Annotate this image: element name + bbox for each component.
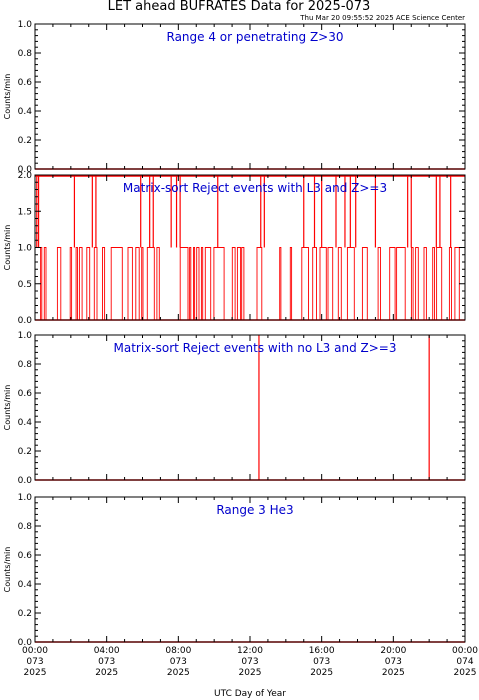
x-tick-doy: 073 — [313, 657, 330, 667]
panel-label: Matrix-sort Reject events with no L3 and… — [114, 341, 397, 355]
x-tick-doy: 073 — [241, 657, 258, 667]
x-tick-time: 12:00 — [237, 646, 263, 656]
panel-label: Range 4 or penetrating Z>30 — [167, 30, 344, 44]
x-tick-time: 08:00 — [165, 646, 191, 656]
y-tick-label: 0.0 — [18, 638, 33, 648]
panel-label: Range 3 He3 — [216, 503, 293, 517]
count-series-line — [34, 247, 465, 321]
x-tick-doy: 074 — [456, 657, 473, 667]
y-tick-label: 0.5 — [18, 280, 32, 290]
y-tick-label: 0.0 — [18, 316, 33, 326]
x-tick-year: 2025 — [167, 668, 190, 678]
x-tick-year: 2025 — [310, 668, 333, 678]
y-tick-label: 1.0 — [18, 20, 33, 30]
x-tick-year: 2025 — [454, 668, 477, 678]
panel-4: 0.0 0.2 0.4 0.6 0.8 1.0 Counts/min Range 3 He3 — [3, 493, 466, 648]
panel-frame — [34, 496, 466, 643]
panel-1: 0.0 0.2 0.4 0.6 0.8 1.0 Counts/min Range 4 or p… — [3, 20, 466, 175]
y-tick-label: 0.4 — [18, 418, 33, 428]
y-tick-label: 0.8 — [18, 49, 33, 59]
x-tick-time: 00:00 — [452, 646, 478, 656]
x-tick-time: 16:00 — [309, 646, 335, 656]
y-axis-label: Counts/min — [3, 74, 12, 120]
y-tick-label: 0.4 — [18, 107, 33, 117]
y-tick-label: 1.5 — [18, 207, 32, 217]
y-tick-label: 1.0 — [18, 493, 33, 503]
y-tick-label: 0.0 — [18, 165, 33, 175]
x-tick-doy: 073 — [26, 657, 43, 667]
x-axis-label: UTC Day of Year — [214, 689, 286, 699]
x-tick-year: 2025 — [95, 668, 118, 678]
y-tick-label: 2.0 — [18, 171, 33, 181]
x-tick-year: 2025 — [239, 668, 262, 678]
y-tick-label: 0.6 — [18, 551, 33, 561]
y-tick-label: 0.0 — [18, 476, 33, 486]
x-tick-time: 20:00 — [380, 646, 406, 656]
y-tick-label: 0.8 — [18, 360, 33, 370]
chart-title: LET ahead BUFRATES Data for 2025-073 — [108, 0, 371, 14]
y-tick-label: 0.2 — [18, 609, 32, 619]
y-tick-label: 0.6 — [18, 78, 33, 88]
y-tick-label: 0.8 — [18, 522, 33, 532]
x-tick-year: 2025 — [24, 668, 47, 678]
panel-frame — [34, 334, 466, 481]
x-tick-doy: 073 — [170, 657, 187, 667]
x-tick-time: 04:00 — [94, 646, 120, 656]
panel-2: 0.0 0.5 1.0 1.5 2.0 Counts/min Matrix-sort Rej… — [3, 171, 466, 326]
y-axis-label: Counts/min — [3, 547, 12, 593]
x-tick-doy: 073 — [385, 657, 402, 667]
panel-frame — [34, 23, 466, 170]
y-tick-label: 1.0 — [18, 331, 33, 341]
y-tick-label: 0.6 — [18, 389, 33, 399]
y-tick-label: 0.4 — [18, 580, 33, 590]
y-tick-label: 1.0 — [18, 244, 33, 254]
panels-group: 0.0 0.2 0.4 0.6 0.8 1.0 Counts/min Range 4 or p… — [3, 20, 478, 678]
x-tick-year: 2025 — [382, 668, 405, 678]
x-tick-time: 00:00 — [22, 646, 48, 656]
timestamp-label: Thu Mar 20 09:55:52 2025 ACE Science Cen… — [299, 14, 465, 22]
y-tick-label: 0.2 — [18, 447, 32, 457]
x-tick-doy: 073 — [98, 657, 115, 667]
y-tick-label: 0.2 — [18, 136, 32, 146]
y-axis-label: Counts/min — [3, 225, 12, 271]
y-axis-label: Counts/min — [3, 385, 12, 431]
panel-label: Matrix-sort Reject events with L3 and Z>… — [123, 181, 387, 195]
panel-3: 0.0 0.2 0.4 0.6 0.8 1.0 Counts/min Matrix-sort … — [3, 331, 466, 486]
